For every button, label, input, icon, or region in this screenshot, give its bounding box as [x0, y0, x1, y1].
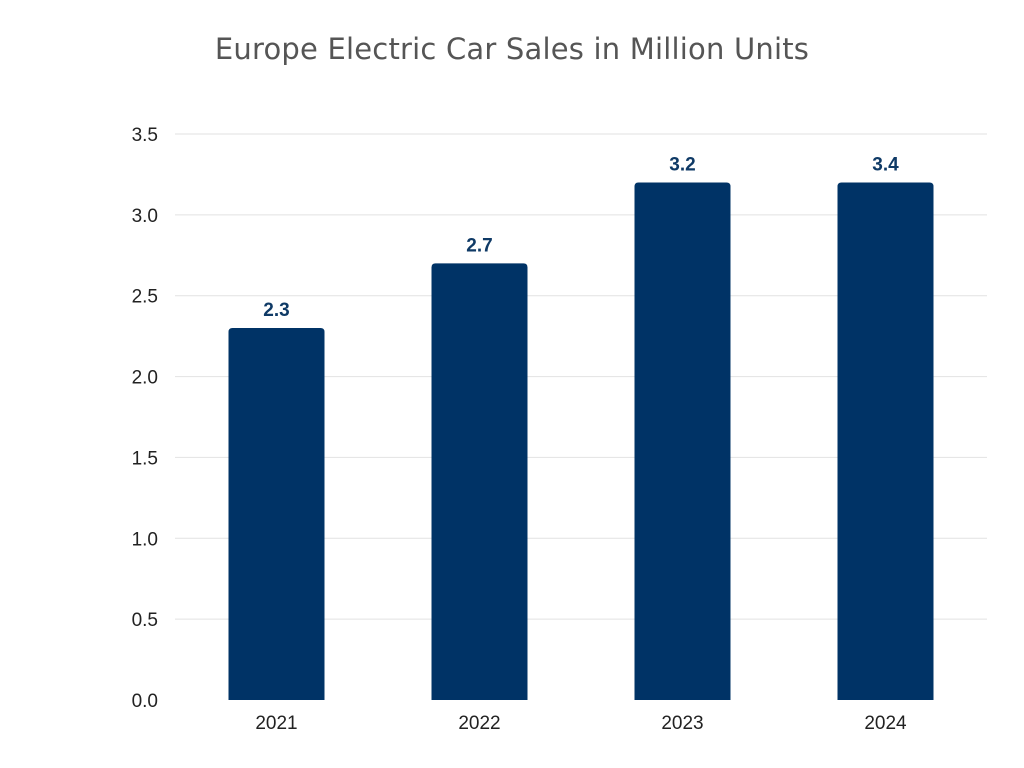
chart-title: Europe Electric Car Sales in Million Uni… — [214, 32, 810, 66]
bar-2023 — [634, 182, 731, 700]
x-tick-label: 2022 — [458, 713, 500, 734]
bar-2022 — [431, 263, 528, 700]
data-label-2022: 2.7 — [466, 235, 492, 256]
bar-2024 — [837, 182, 934, 700]
data-label-2023: 3.2 — [669, 155, 695, 176]
x-tick-label: 2023 — [661, 713, 703, 734]
y-tick-label: 2.0 — [132, 368, 158, 389]
data-label-2021: 2.3 — [263, 300, 289, 321]
y-tick-label: 2.5 — [132, 287, 158, 308]
y-tick-label: 3.5 — [132, 125, 158, 146]
x-tick-label: 2021 — [255, 713, 297, 734]
y-tick-label: 3.0 — [132, 206, 158, 227]
x-tick-label: 2024 — [864, 713, 907, 734]
y-tick-label: 1.5 — [132, 448, 158, 469]
data-label-2024: 3.4 — [872, 155, 899, 176]
y-tick-label: 0.5 — [132, 610, 158, 631]
y-tick-label: 1.0 — [132, 529, 158, 550]
bar-2021 — [228, 328, 325, 700]
y-tick-label: 0.0 — [132, 691, 158, 712]
